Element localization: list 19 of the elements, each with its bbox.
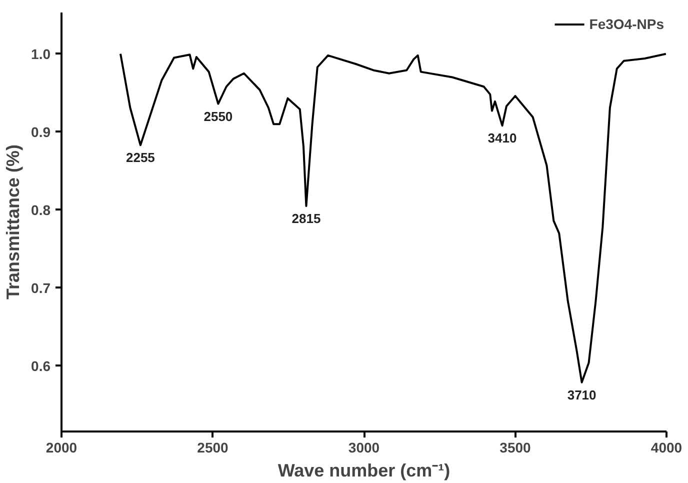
x-tick-label: 2000: [46, 440, 78, 456]
x-tick-label: 3000: [348, 440, 380, 456]
x-axis-title: Wave number (cm⁻¹): [278, 460, 450, 480]
y-axis-title: Transmittance (%): [3, 144, 24, 300]
annotation: 3410: [488, 130, 517, 146]
x-tick-label: 4000: [650, 440, 682, 456]
y-tick-label: 0.6: [31, 358, 51, 374]
legend-label: Fe3O4-NPs: [589, 16, 664, 32]
x-tick-label: 2500: [197, 440, 229, 456]
annotation: 2255: [126, 150, 155, 166]
x-tick-label: 3500: [500, 440, 532, 456]
y-tick-label: 0.9: [31, 124, 51, 140]
y-tick-label: 0.7: [31, 280, 51, 296]
y-tick-label: 1.0: [31, 46, 51, 62]
annotation: 2815: [292, 211, 321, 226]
annotation: 3710: [567, 387, 596, 402]
annotation: 2550: [204, 108, 233, 124]
line-series: [119, 52, 666, 384]
y-tick-label: 0.8: [31, 202, 51, 218]
